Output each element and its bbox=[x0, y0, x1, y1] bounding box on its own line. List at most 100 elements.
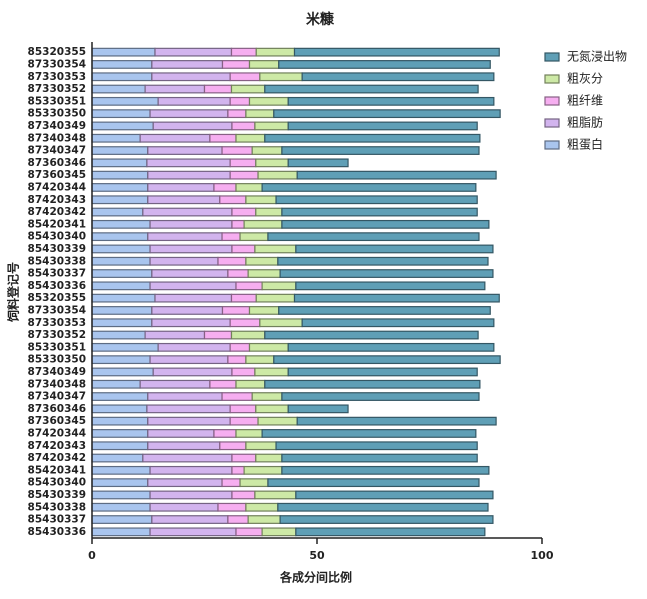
bar-segment bbox=[227, 109, 247, 119]
y-tick-label: 85320355 bbox=[28, 46, 86, 58]
bar-segment bbox=[235, 379, 266, 389]
y-tick-label: 85430340 bbox=[28, 477, 86, 489]
x-tick-label: 50 bbox=[309, 549, 325, 562]
bar-segment bbox=[231, 207, 257, 217]
bar-segment bbox=[231, 367, 256, 377]
bar-segment bbox=[227, 355, 247, 365]
bar-segment bbox=[273, 109, 501, 119]
y-tick-label: 85430340 bbox=[28, 231, 86, 243]
bar-segment bbox=[147, 232, 223, 242]
bar-segment bbox=[147, 183, 215, 192]
bar-segment bbox=[217, 256, 247, 266]
x-tick-label: 100 bbox=[531, 549, 554, 562]
bar-segment bbox=[91, 60, 153, 69]
bar-segment bbox=[152, 367, 233, 377]
legend-label: 无氮浸出物 bbox=[567, 49, 627, 64]
y-tick-label: 87340347 bbox=[28, 145, 86, 157]
bar-segment bbox=[235, 527, 263, 537]
bar-segment bbox=[277, 502, 489, 512]
bar-segment bbox=[213, 183, 237, 192]
bar-segment bbox=[245, 256, 279, 266]
bar-segment bbox=[264, 330, 479, 340]
bar-segment bbox=[147, 146, 223, 155]
bar-segment bbox=[139, 379, 211, 389]
bar-segment bbox=[281, 219, 490, 229]
y-tick-label: 85430337 bbox=[28, 268, 86, 280]
bar-segment bbox=[296, 416, 497, 426]
bar-segment bbox=[91, 232, 149, 242]
bar-segment bbox=[293, 293, 500, 303]
bar-segment bbox=[261, 527, 297, 537]
y-tick-label: 87330353 bbox=[28, 71, 86, 83]
y-tick-label: 85330350 bbox=[28, 354, 86, 366]
bar-segment bbox=[203, 84, 233, 94]
bar-segment bbox=[91, 195, 149, 205]
bar-segment bbox=[227, 515, 249, 524]
bar-segment bbox=[91, 244, 151, 254]
legend-swatch bbox=[544, 96, 560, 106]
bar-segment bbox=[91, 502, 151, 512]
bar-segment bbox=[149, 502, 219, 512]
bar-segment bbox=[261, 281, 297, 291]
bar-segment bbox=[151, 318, 231, 328]
bar-segment bbox=[287, 404, 349, 414]
bar-segment bbox=[152, 121, 233, 131]
bar-segment bbox=[91, 133, 141, 143]
bar-segment bbox=[275, 441, 478, 451]
bar-segment bbox=[91, 416, 149, 426]
bar-segment bbox=[151, 60, 224, 69]
bar-segment bbox=[255, 293, 296, 303]
y-tick-label: 87360346 bbox=[28, 157, 86, 169]
bar-segment bbox=[245, 195, 277, 205]
bar-segment bbox=[231, 219, 245, 229]
y-tick-label: 85330350 bbox=[28, 108, 86, 120]
bar-segment bbox=[149, 244, 233, 254]
bar-segment bbox=[147, 478, 223, 488]
bar-segment bbox=[261, 183, 477, 192]
y-tick-label: 85430339 bbox=[28, 489, 86, 501]
bar-segment bbox=[264, 84, 479, 94]
bar-segment bbox=[221, 60, 251, 69]
y-tick-label: 87330352 bbox=[28, 329, 86, 341]
bar-segment bbox=[295, 244, 494, 254]
bar-segment bbox=[281, 392, 480, 401]
bar-segment bbox=[281, 453, 478, 463]
bar-segment bbox=[259, 318, 303, 328]
bar-segment bbox=[275, 195, 478, 205]
bar-segment bbox=[277, 256, 489, 266]
bar-segment bbox=[147, 195, 221, 205]
bar-segment bbox=[149, 109, 229, 119]
bar-segment bbox=[146, 404, 231, 414]
y-tick-label: 87420342 bbox=[28, 206, 86, 218]
bar-segment bbox=[227, 269, 249, 278]
y-tick-label: 87340348 bbox=[28, 132, 86, 144]
bar-segment bbox=[230, 293, 257, 303]
bar-segment bbox=[295, 490, 494, 500]
bar-segment bbox=[255, 453, 283, 463]
bar-segment bbox=[301, 318, 495, 328]
bar-segment bbox=[154, 293, 233, 303]
legend-swatch bbox=[544, 118, 560, 128]
bar-segment bbox=[259, 72, 303, 82]
bar-segment bbox=[229, 158, 257, 168]
bar-segment bbox=[255, 47, 296, 57]
bar-segment bbox=[235, 429, 263, 438]
bar-segment bbox=[149, 219, 233, 229]
bar-segment bbox=[221, 306, 251, 315]
y-tick-label: 87420343 bbox=[28, 194, 86, 206]
bar-segment bbox=[239, 232, 269, 242]
bar-segment bbox=[235, 183, 263, 192]
bar-segment bbox=[295, 281, 486, 291]
bar-segment bbox=[91, 47, 156, 57]
bar-segment bbox=[219, 195, 247, 205]
y-tick-label: 87420344 bbox=[28, 181, 86, 193]
bar-segment bbox=[151, 269, 229, 278]
bar-segment bbox=[261, 429, 477, 438]
y-tick-label: 87360345 bbox=[28, 169, 86, 181]
bar-segment bbox=[229, 96, 251, 106]
y-tick-label: 85430339 bbox=[28, 243, 86, 255]
bar-segment bbox=[91, 170, 149, 180]
bar-segment bbox=[91, 256, 151, 266]
bar-segment bbox=[91, 219, 151, 229]
bar-segment bbox=[239, 478, 269, 488]
